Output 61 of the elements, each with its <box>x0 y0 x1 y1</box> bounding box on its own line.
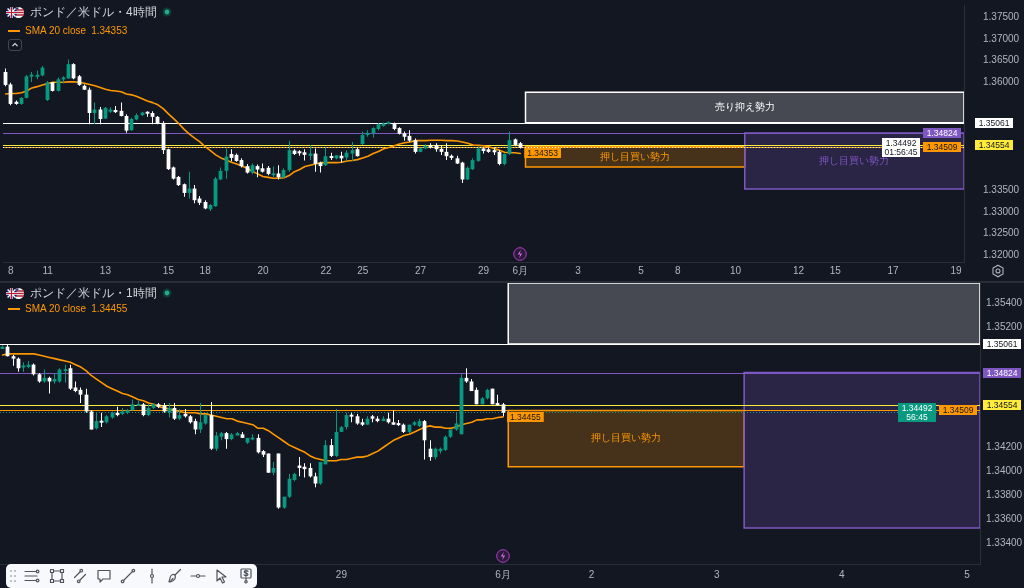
x-tick-label: 27 <box>414 264 427 276</box>
annotation: 1.34353 <box>91 25 128 37</box>
x-tick-label: 6月 <box>512 264 529 276</box>
x-tick-label: 3 <box>713 568 720 580</box>
x-tick-label: 18 <box>199 264 212 276</box>
x-tick-label: 6月 <box>495 568 511 580</box>
ref-line-label: 1.35061 <box>978 117 1010 128</box>
ref-line-label: 1.34509 <box>926 141 958 152</box>
x-tick-label: 17 <box>887 264 900 276</box>
x-tick-label: 25 <box>357 264 369 276</box>
x-tick-label: 19 <box>950 264 963 276</box>
chart-title: ポンド／米ドル・4時間 <box>30 5 157 19</box>
y-tick-label: 1.35400 <box>986 297 1023 309</box>
y-tick-label: 1.35200 <box>986 321 1023 333</box>
x-tick-label: 8 <box>8 264 15 276</box>
y-tick-label: 1.36500 <box>983 54 1020 66</box>
y-tick-label: 1.37500 <box>983 11 1020 23</box>
x-tick-label: 20 <box>257 264 269 276</box>
ref-line-label: 1.34492 56:45 <box>901 402 933 422</box>
x-tick-label: 8 <box>675 264 682 276</box>
x-tick-label: 15 <box>162 264 175 276</box>
legend-label: SMA 20 close <box>25 25 87 37</box>
x-tick-label: 22 <box>320 264 332 276</box>
y-tick-label: 1.34000 <box>986 465 1023 477</box>
x-tick-label: 3 <box>575 264 582 276</box>
ref-line-label: 1.34492 01:56:45 <box>884 137 918 157</box>
x-tick-label: 29 <box>335 568 348 580</box>
x-tick-label: 12 <box>793 264 805 276</box>
y-tick-label: 1.33000 <box>983 205 1020 217</box>
y-tick-label: 1.36000 <box>983 76 1020 88</box>
y-tick-label: 1.33800 <box>986 489 1023 501</box>
band-label: 売り抑え勢力 <box>714 101 775 113</box>
ref-line-label: 1.34554 <box>986 399 1018 410</box>
x-tick-label: 10 <box>730 264 742 276</box>
x-tick-label: 29 <box>477 264 490 276</box>
x-tick-label: 11 <box>42 264 54 276</box>
y-tick-label: 1.32000 <box>983 248 1020 260</box>
data-label: 1.34455 <box>510 411 542 422</box>
ref-line-label: 1.34824 <box>926 127 958 138</box>
ref-line-label: 1.34824 <box>986 367 1018 378</box>
ref-line-label: 1.34509 <box>942 404 974 415</box>
band-label: 押し目買い勢力 <box>591 432 662 444</box>
ref-line-label: 1.35061 <box>986 338 1018 349</box>
chart-title: ポンド／米ドル・1時間 <box>30 286 157 300</box>
y-tick-label: 1.33500 <box>983 184 1020 196</box>
ref-line-label: 1.34554 <box>978 139 1010 150</box>
y-tick-label: 1.33600 <box>986 513 1023 525</box>
x-tick-label: 5 <box>638 264 645 276</box>
x-tick-label: 13 <box>99 264 112 276</box>
y-tick-label: 1.37000 <box>983 32 1020 44</box>
band-label: 押し目買い勢力 <box>600 150 671 162</box>
x-tick-label: 4 <box>839 568 846 580</box>
x-tick-label: 2 <box>588 568 595 580</box>
data-label: 1.34353 <box>527 147 559 158</box>
legend-label: SMA 20 close <box>25 303 87 315</box>
annotation: 1.34455 <box>91 303 128 315</box>
x-tick-label: 5 <box>964 568 971 580</box>
x-tick-label: 15 <box>829 264 842 276</box>
y-tick-label: 1.34200 <box>986 441 1023 453</box>
y-tick-label: 1.32500 <box>983 227 1020 239</box>
y-tick-label: 1.33400 <box>986 537 1023 549</box>
